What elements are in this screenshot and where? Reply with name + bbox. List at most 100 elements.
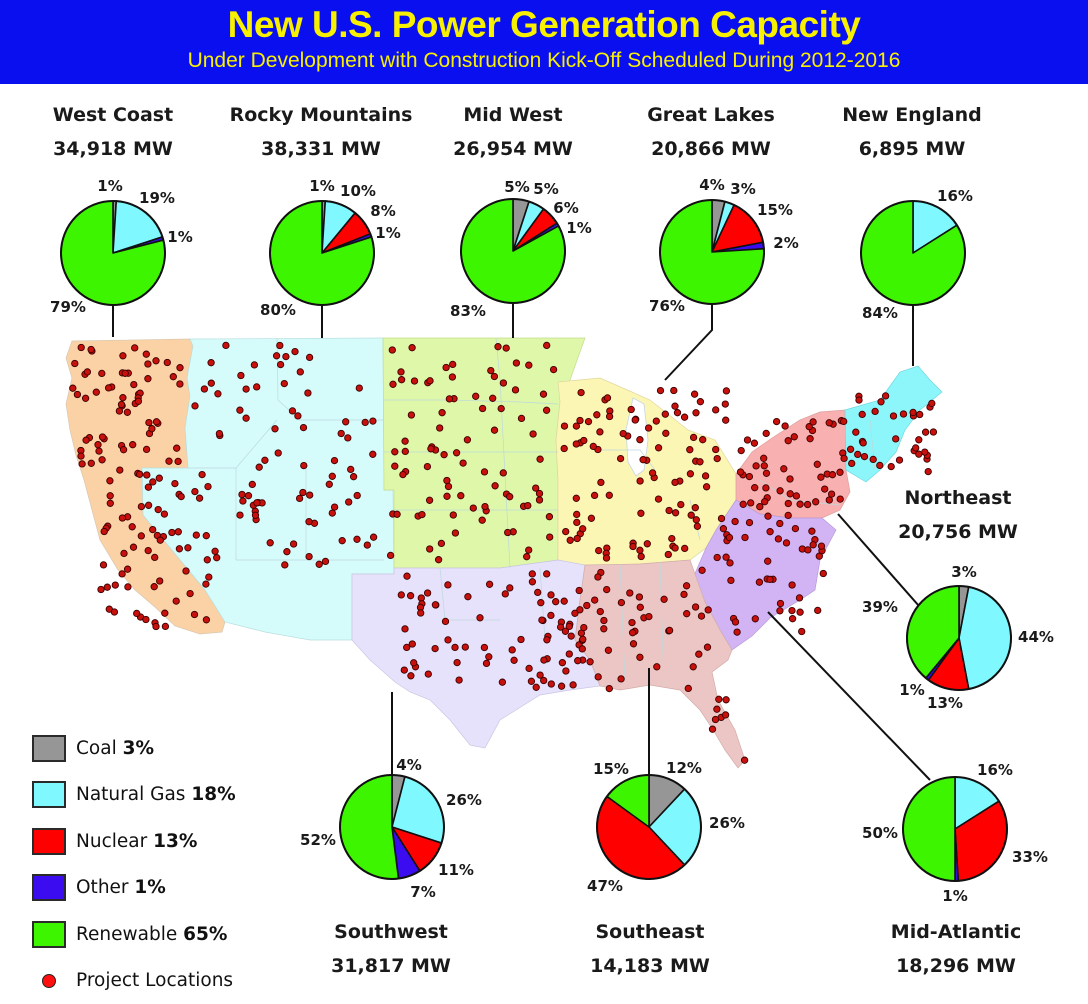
project-location-dot: [215, 429, 224, 438]
project-location-dot: [652, 417, 660, 425]
project-location-dot: [549, 365, 558, 374]
project-location-dot: [238, 490, 246, 499]
project-location-dot: [534, 588, 542, 597]
project-location-dot: [644, 424, 653, 432]
project-location-dot: [100, 527, 108, 536]
pie-outline: [339, 774, 445, 880]
project-location-dot: [361, 418, 369, 427]
project-location-dot: [271, 425, 279, 433]
region-name: New England: [842, 104, 982, 126]
project-location-dot: [176, 364, 184, 372]
project-location-dot: [487, 366, 495, 375]
project-location-dot: [691, 504, 699, 512]
project-location-dot: [345, 498, 353, 506]
project-location-dot: [304, 389, 312, 397]
project-location-dot: [605, 684, 613, 693]
project-location-dot: [547, 611, 555, 620]
project-location-dot: [595, 546, 603, 555]
project-location-dot: [704, 606, 712, 614]
nuclear-swatch: [32, 827, 66, 855]
legend-label: Nuclear: [76, 830, 148, 852]
project-location-dot: [451, 529, 460, 537]
project-location-dot: [628, 618, 636, 627]
pie-percent-label: 44%: [1018, 628, 1054, 646]
project-location-dot: [574, 657, 582, 665]
project-location-dot: [389, 380, 397, 388]
pie-percent-label: 1%: [899, 681, 925, 699]
project-location-dot: [576, 606, 584, 614]
project-location-dot: [662, 429, 670, 437]
project-location-dot: [594, 673, 602, 681]
project-location-dot: [817, 542, 826, 550]
project-location-dot: [485, 653, 493, 661]
pie-west-coast: [60, 200, 166, 306]
project-location-dot: [665, 506, 673, 515]
project-location-dot: [784, 499, 792, 508]
project-location-dot: [330, 503, 339, 511]
legend-value: 13%: [153, 830, 198, 852]
project-location-dot: [174, 528, 182, 536]
project-location-dot: [737, 446, 745, 455]
project-location-dot: [237, 371, 245, 380]
project-location-dot: [776, 607, 784, 615]
leader-line-mid-atlantic: [767, 611, 931, 781]
project-location-dot: [600, 616, 608, 625]
project-location-dot: [784, 511, 792, 520]
project-location-dot: [92, 388, 100, 396]
pie-outline: [860, 200, 966, 306]
legend-item-project-locations: Project Locations: [32, 958, 236, 1004]
project-location-dot: [912, 444, 920, 452]
pie-outline: [906, 585, 1012, 691]
project-location-dot: [448, 373, 457, 381]
project-location-dot: [575, 586, 583, 595]
project-location-dot: [636, 477, 644, 485]
us-map: [65, 337, 943, 769]
project-location-dot: [156, 536, 164, 544]
legend-value: 1%: [134, 877, 166, 899]
project-location-dot: [482, 659, 491, 668]
project-location-dot: [438, 409, 446, 417]
project-location-dot: [637, 509, 645, 517]
pie-percent-label: 52%: [300, 831, 336, 849]
project-location-dot: [106, 492, 114, 500]
project-location-dot: [889, 412, 898, 420]
project-location-dot: [567, 632, 575, 640]
project-location-dot: [792, 492, 801, 500]
project-location-dot: [680, 413, 689, 421]
project-location-dot: [274, 449, 282, 457]
project-location-dot: [719, 525, 728, 533]
chart-subtitle: Under Development with Construction Kick…: [187, 49, 901, 72]
region-name: Rocky Mountains: [229, 104, 413, 126]
project-location-dot: [921, 448, 929, 456]
project-location-dot: [202, 580, 210, 588]
project-location-dot: [817, 473, 825, 481]
project-location-dot: [175, 545, 184, 553]
project-location-dot: [200, 385, 209, 393]
project-location-dot: [328, 509, 336, 517]
project-location-dot: [523, 553, 531, 561]
project-location-dot: [443, 492, 451, 500]
project-location-dot: [417, 609, 425, 617]
project-location-dot: [722, 387, 731, 395]
project-location-dot: [144, 483, 153, 491]
project-location-dot: [176, 380, 184, 388]
pie-percent-label: 11%: [438, 861, 474, 879]
project-location-dot: [683, 610, 691, 618]
region-name: Northeast: [904, 487, 1012, 509]
project-location-dot: [403, 643, 411, 652]
project-location-dot: [202, 532, 210, 540]
project-location-dot: [410, 377, 419, 385]
project-location-dot: [722, 553, 730, 561]
project-location-dot: [536, 671, 544, 679]
region-label-west-coast: West Coast 34,918 MW: [53, 104, 173, 160]
project-location-dot: [502, 344, 510, 352]
project-location-dot: [388, 346, 396, 354]
pie-outline: [659, 199, 765, 305]
project-location-dot: [455, 676, 463, 684]
project-location-dot: [95, 447, 103, 455]
project-location-dot: [596, 607, 604, 616]
project-location-dot: [695, 650, 703, 658]
project-location-dot: [764, 557, 772, 565]
project-location-dot: [736, 468, 745, 476]
project-location-dot: [786, 475, 794, 483]
